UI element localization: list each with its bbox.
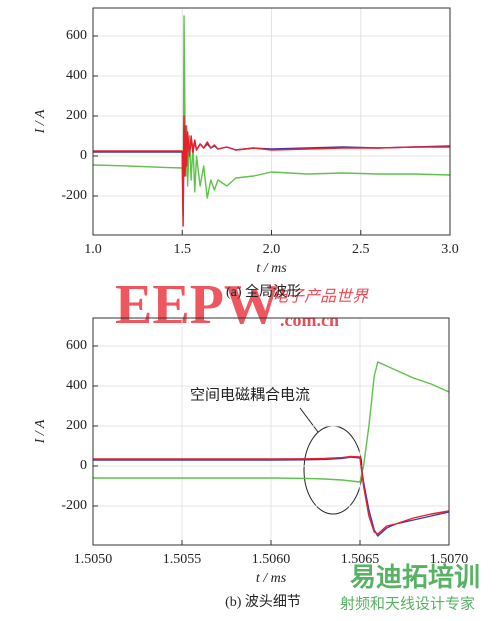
x-tick-label: 1.5055	[163, 552, 202, 567]
y-axis-label: I / A	[33, 419, 48, 444]
y-tick-label: 400	[66, 378, 87, 393]
y-tick-label: 600	[66, 338, 87, 353]
series-line	[92, 15, 451, 217]
series-line	[93, 115, 450, 227]
x-tick-label: 2.5	[352, 242, 370, 257]
x-axis-label: t / ms	[256, 571, 287, 586]
x-tick-label: 1.5	[174, 242, 192, 257]
annotation-ellipse	[303, 425, 363, 515]
x-tick-label: 1.5070	[430, 552, 469, 567]
y-tick-label: 200	[66, 418, 87, 433]
x-tick-label: 3.0	[441, 242, 459, 257]
watermark: .com.cn	[280, 310, 339, 330]
plot-frame	[92, 7, 451, 236]
watermark: 电子产品世界	[272, 288, 369, 306]
y-tick-label: 0	[80, 148, 87, 163]
watermark: 易迪拓培训	[350, 563, 480, 592]
y-axis-label: I / A	[33, 109, 48, 134]
annotation: 空间电磁耦合电流	[190, 386, 310, 403]
caption: (b) 波头细节	[225, 594, 301, 610]
annotation-leader	[299, 407, 319, 433]
y-tick-label: -200	[61, 188, 87, 203]
y-tick-label: 0	[80, 458, 87, 473]
x-tick-label: 1.5065	[341, 552, 380, 567]
x-tick-label: 1.5060	[252, 552, 291, 567]
series-line	[93, 361, 450, 483]
y-tick-label: 200	[66, 108, 87, 123]
y-tick-label: 600	[66, 28, 87, 43]
series-line	[93, 455, 450, 535]
x-tick-label: 1.5050	[74, 552, 113, 567]
caption: (a) 全局波形	[226, 283, 301, 300]
x-tick-label: 1.0	[84, 242, 102, 257]
y-tick-label: 400	[66, 68, 87, 83]
plot-frame	[92, 317, 450, 546]
watermark: 射频和天线设计专家	[340, 595, 475, 612]
y-tick-label: -200	[61, 498, 87, 513]
watermark: EEPW	[115, 274, 280, 336]
x-axis-label: t / ms	[256, 261, 287, 276]
x-tick-label: 2.0	[263, 242, 281, 257]
